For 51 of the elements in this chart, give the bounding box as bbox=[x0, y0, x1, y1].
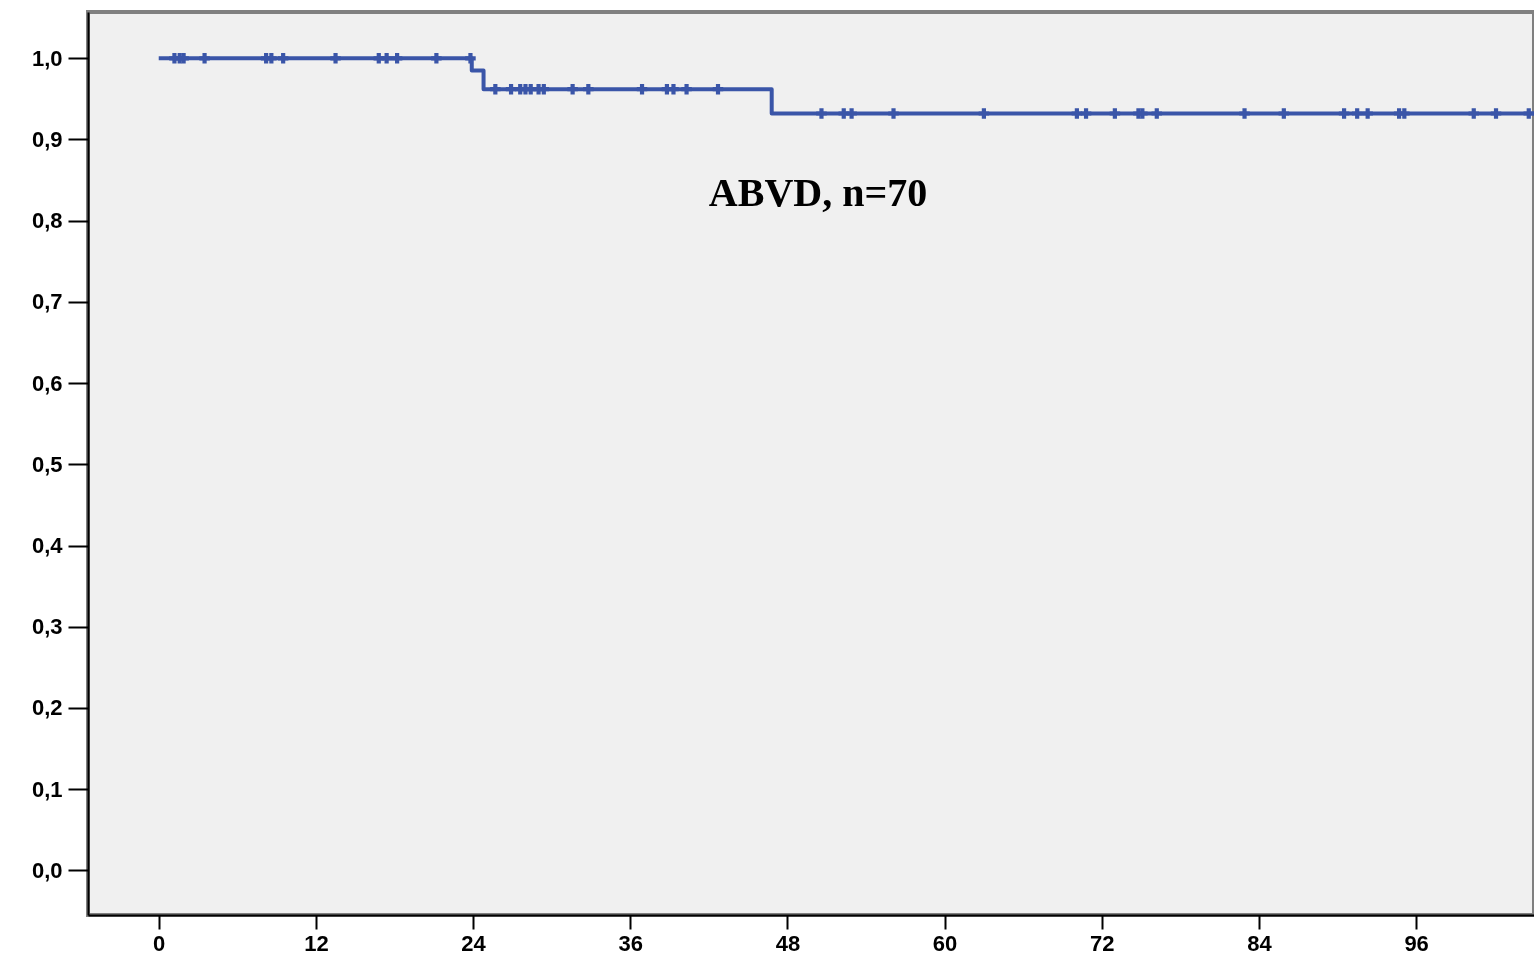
point bbox=[668, 83, 679, 95]
x-tick-label: 0 bbox=[153, 930, 166, 956]
y-tick-label: 0,2 bbox=[31, 695, 63, 721]
point bbox=[1351, 108, 1363, 119]
y-tick-label: 0,5 bbox=[31, 451, 63, 477]
point bbox=[846, 108, 857, 119]
point bbox=[277, 53, 289, 64]
y-tick-label: 0,3 bbox=[31, 614, 63, 640]
point bbox=[1278, 108, 1290, 119]
y-tick-label: 0,0 bbox=[31, 857, 63, 883]
y-tick-label: 0,4 bbox=[31, 533, 64, 559]
x-tick-label: 12 bbox=[304, 930, 329, 956]
y-tick-label: 0,1 bbox=[31, 776, 63, 802]
point bbox=[1490, 108, 1502, 119]
point bbox=[1523, 108, 1534, 119]
point bbox=[391, 53, 403, 64]
point bbox=[816, 108, 827, 119]
point bbox=[1071, 108, 1083, 119]
point bbox=[199, 53, 210, 64]
point bbox=[1109, 108, 1121, 119]
point bbox=[330, 53, 341, 64]
point bbox=[465, 53, 476, 64]
x-tick-label: 36 bbox=[618, 930, 643, 956]
point bbox=[1338, 108, 1350, 119]
x-tick-label: 24 bbox=[461, 930, 487, 956]
x-tick-label: 60 bbox=[932, 930, 958, 956]
point bbox=[490, 83, 501, 95]
point bbox=[888, 108, 899, 119]
point bbox=[1362, 108, 1373, 119]
point bbox=[1080, 108, 1092, 119]
y-tick-label: 0,6 bbox=[31, 370, 63, 396]
y-tick-label: 1,0 bbox=[31, 45, 63, 71]
y-tick-label: 0,9 bbox=[31, 126, 63, 152]
point bbox=[567, 83, 578, 95]
x-tick-label: 84 bbox=[1247, 930, 1273, 956]
x-tick-label: 72 bbox=[1090, 930, 1115, 956]
point bbox=[636, 83, 648, 95]
y-tick-label: 0,8 bbox=[31, 208, 63, 234]
x-tick-label: 48 bbox=[775, 930, 801, 956]
point bbox=[1468, 108, 1479, 119]
point bbox=[431, 53, 442, 64]
point bbox=[381, 53, 392, 64]
point bbox=[978, 108, 990, 119]
point bbox=[712, 83, 724, 95]
y-tick-label: 0,7 bbox=[31, 289, 63, 315]
annotation: ABVD, n=70 bbox=[708, 170, 928, 215]
point bbox=[583, 83, 594, 95]
point bbox=[681, 83, 692, 95]
point bbox=[1151, 108, 1163, 119]
x-tick-label: 96 bbox=[1404, 930, 1429, 956]
point bbox=[1239, 108, 1250, 119]
